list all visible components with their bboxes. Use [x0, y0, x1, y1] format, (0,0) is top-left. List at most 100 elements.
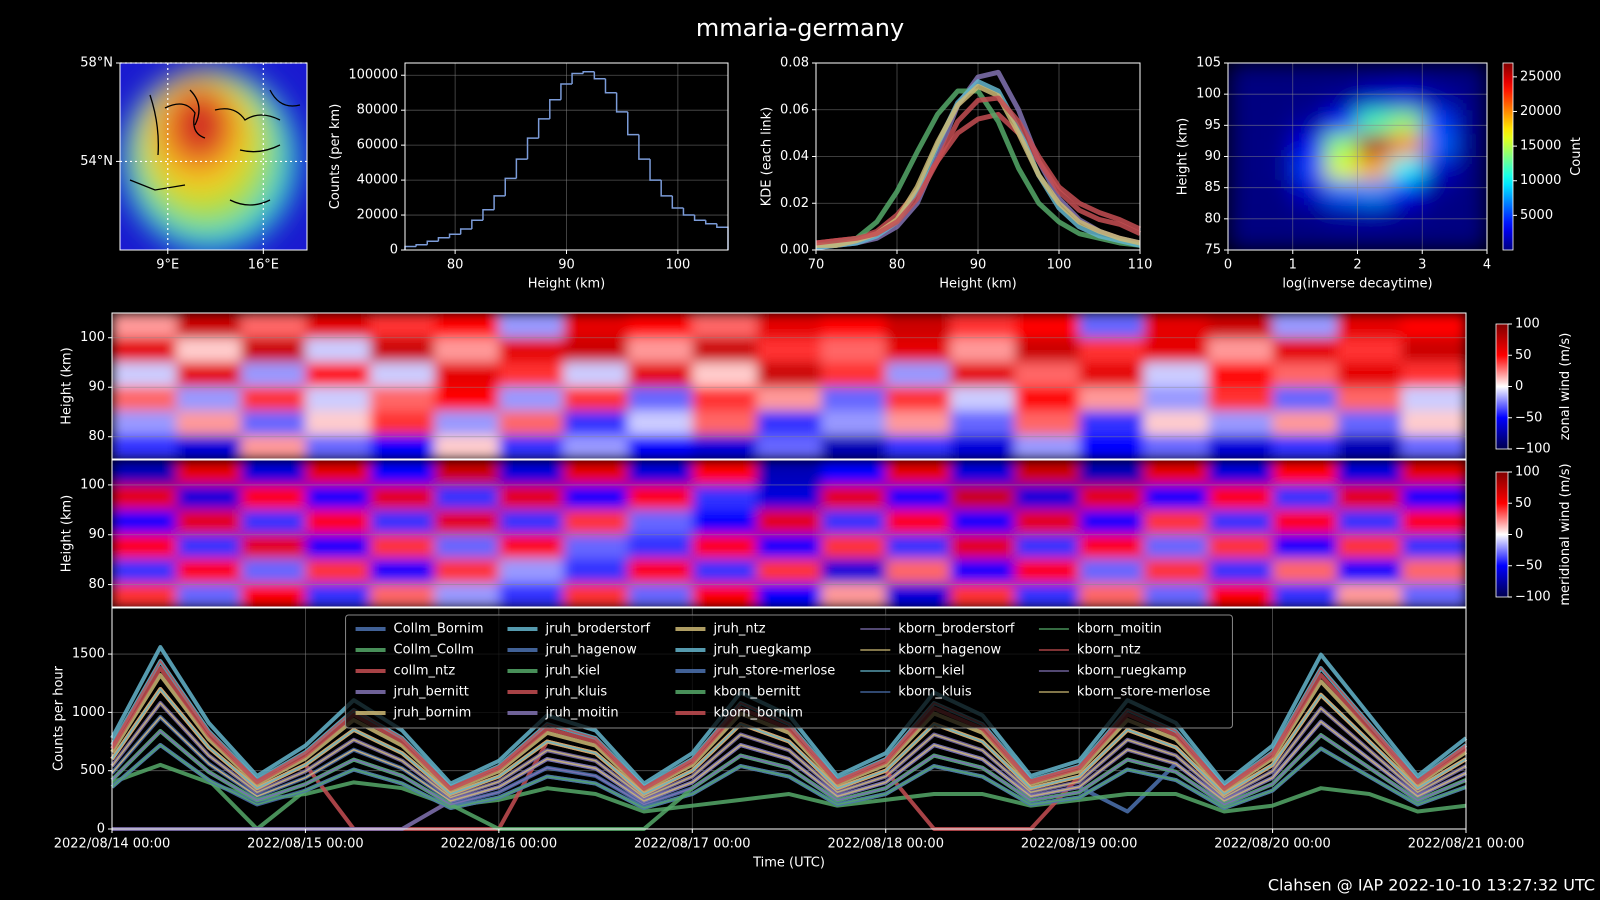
- colorbar-tick-label: 5000: [1520, 208, 1553, 223]
- heatmap-cell: [885, 484, 951, 510]
- axes-frame: [111, 607, 1467, 830]
- legend-label: jruh_ntz: [712, 622, 765, 637]
- heatmap-cell: [305, 361, 371, 387]
- x-tick-label: 4: [1483, 258, 1491, 273]
- heatmap: [1228, 63, 1487, 250]
- heatmap-cell: [563, 313, 629, 338]
- legend-label: jruh_hagenow: [544, 643, 637, 658]
- heatmap-cell: [885, 460, 951, 485]
- colorbar-tick-label: −100: [1515, 590, 1551, 605]
- legend-item: jruh_ruegkamp: [675, 643, 811, 658]
- heatmap-cell: [1272, 386, 1338, 411]
- heatmap-cell: [821, 582, 887, 607]
- heatmap-cell: [1014, 533, 1080, 559]
- series-line: [111, 762, 1467, 814]
- heatmap-cell: [885, 361, 951, 387]
- y-axis-label: Height (km): [1176, 118, 1191, 195]
- heatmap-cell: [1337, 313, 1403, 338]
- heatmap-cell: [1143, 361, 1209, 387]
- heatmap-cell: [1357, 86, 1391, 111]
- histogram-step: [660, 180, 673, 197]
- x-tick-label: 2022/08/16 00:00: [441, 837, 558, 852]
- heatmap-cell: [176, 533, 242, 559]
- heatmap-cell: [1228, 63, 1261, 87]
- histogram-step: [482, 209, 495, 221]
- heatmap-cell: [1401, 484, 1466, 510]
- legend-label: kborn_moitin: [1077, 622, 1162, 637]
- heatmap-cell: [1143, 533, 1209, 559]
- heatmap-cell: [1401, 533, 1466, 559]
- legend-item: kborn_broderstorf: [860, 622, 1015, 637]
- heatmap-cell: [821, 460, 887, 485]
- legend-item: jruh_kiel: [507, 664, 600, 679]
- figure-title: mmaria-germany: [696, 14, 904, 42]
- x-tick-label: 2022/08/20 00:00: [1214, 837, 1331, 852]
- heatmap-cell: [692, 386, 758, 411]
- x-tick-label: 9°E: [156, 258, 179, 273]
- heatmap-cell: [1401, 434, 1466, 459]
- x-axis-label: Height (km): [528, 277, 605, 292]
- colorbar-tick-label: 20000: [1520, 104, 1561, 119]
- y-tick-label: 0.00: [780, 243, 809, 258]
- heatmap-cell: [1272, 558, 1338, 583]
- heatmap-cell: [305, 337, 371, 363]
- map-field: [120, 63, 307, 250]
- x-tick-label: 2022/08/21 00:00: [1408, 837, 1525, 852]
- histogram-step: [471, 219, 483, 230]
- heatmap-cell: [756, 386, 822, 411]
- heatmap-cell: [498, 434, 564, 459]
- heatmap-cell: [112, 337, 177, 363]
- heatmap-cell: [1143, 434, 1209, 459]
- legend-item: kborn_store-merlose: [1038, 685, 1210, 700]
- x-axis-label: log(inverse decaytime): [1282, 277, 1432, 292]
- x-tick-label: 90: [558, 258, 575, 273]
- heatmap-cell: [1079, 410, 1145, 436]
- heatmap-cell: [1401, 386, 1466, 411]
- heatmap-clip: [112, 460, 1466, 607]
- legend-item: kborn_kiel: [860, 664, 965, 679]
- heatmap-cell: [498, 361, 564, 387]
- axes: 0 500 1000 1500 2022/08/14 00:00 2022/08/15 0…: [51, 607, 1525, 871]
- heatmap-cell: [1079, 558, 1145, 583]
- heatmap-cell: [1208, 410, 1274, 436]
- coastline: [129, 89, 301, 206]
- heatmap-cell: [821, 386, 887, 411]
- heatmap-cell: [240, 484, 306, 510]
- heatmap-cell: [1454, 86, 1487, 111]
- heatmap-cell: [176, 509, 242, 534]
- heatmap-cell: [1357, 63, 1391, 87]
- heatmap-cell: [240, 337, 306, 363]
- heatmap-cell: [369, 313, 435, 338]
- legend-item: Collm_Collm: [355, 643, 474, 658]
- heatmap-cell: [1357, 203, 1391, 228]
- colorbar-tick-label: 25000: [1520, 69, 1561, 84]
- heatmap-cell: [756, 509, 822, 534]
- heatmap-cell: [1401, 558, 1466, 583]
- plot-area: [112, 460, 1466, 607]
- heatmap-cell: [305, 386, 371, 411]
- heatmap-cell: [1337, 533, 1403, 559]
- colorbar-label: meridional wind (m/s): [1558, 463, 1573, 605]
- y-tick-label: 0.02: [780, 196, 809, 211]
- heatmap-cell: [1337, 484, 1403, 510]
- heatmap-cell: [434, 386, 500, 411]
- x-tick-label: 2: [1353, 258, 1361, 273]
- heatmap-cell: [1260, 109, 1294, 134]
- colorbar-tick-label: −50: [1515, 410, 1542, 425]
- heatmap-cell: [1422, 203, 1456, 228]
- plot-area: [404, 70, 729, 250]
- legend-item: collm_ntz: [355, 664, 455, 679]
- heatmap-cell: [692, 484, 758, 510]
- histogram-step: [549, 98, 561, 119]
- heatmap-cell: [1337, 509, 1403, 534]
- colorbar: [1495, 323, 1509, 450]
- heatmap-cell: [885, 582, 951, 607]
- series-line: [111, 744, 1467, 809]
- heatmap-cell: [692, 460, 758, 485]
- heatmap-cell: [950, 484, 1016, 510]
- heatmap-cell: [1079, 361, 1145, 387]
- heatmap-cell: [950, 460, 1016, 485]
- colorbar-label: Count: [1569, 137, 1584, 176]
- heatmap-cell: [821, 484, 887, 510]
- y-tick-label: 100: [80, 477, 105, 492]
